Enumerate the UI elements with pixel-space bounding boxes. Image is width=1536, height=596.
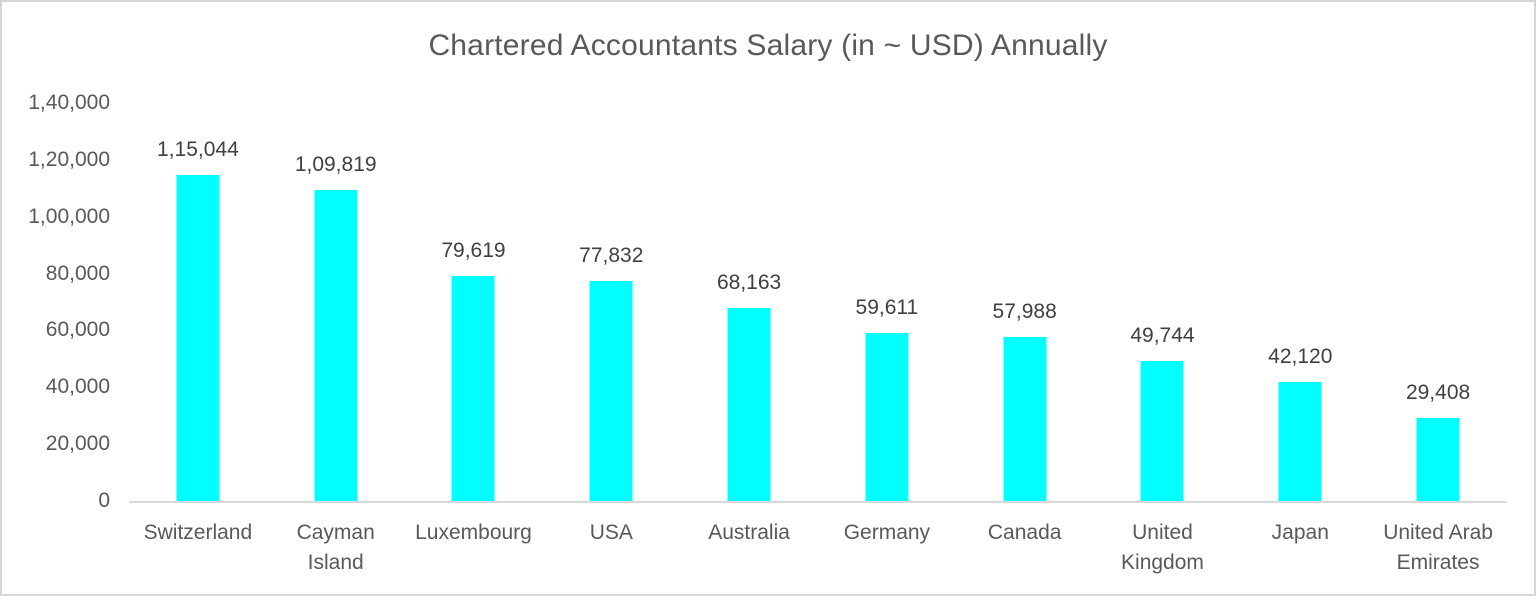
x-label-cell: Germany [818, 518, 956, 578]
bar [865, 333, 909, 502]
y-tick-label: 80,000 [45, 261, 110, 285]
plot-area: 1,15,044 1,09,819 79,619 77,832 68,163 59,611… [129, 104, 1507, 502]
bar-value-label: 79,619 [441, 239, 506, 262]
bar-value-label: 57,988 [992, 300, 1057, 323]
bar [176, 175, 220, 502]
x-category-label: Switzerland [143, 521, 253, 544]
bar-value-label: 1,09,819 [294, 153, 377, 176]
x-label-cell: United Arab Emirates [1369, 518, 1507, 578]
bar [451, 276, 495, 502]
bar-value-label: 77,832 [579, 244, 644, 267]
x-category-label: USA [589, 521, 633, 544]
y-tick-label: 1,40,000 [28, 91, 110, 114]
y-tick-label: 1,00,000 [28, 204, 110, 228]
x-label-cell: Switzerland [129, 518, 267, 578]
x-label-cell: United Kingdom [1094, 518, 1232, 578]
bar-column-canada: 57,988 [956, 104, 1094, 502]
y-tick-label: 60,000 [45, 318, 110, 342]
x-category-label: United Arab Emirates [1383, 521, 1493, 574]
bar-column-united-kingdom: 49,744 [1094, 104, 1232, 502]
bar-column-australia: 68,163 [680, 104, 818, 502]
x-category-label: Japan [1271, 521, 1329, 544]
bar-column-luxembourg: 79,619 [405, 104, 543, 502]
bar-column-cayman-island: 1,09,819 [267, 104, 405, 502]
x-axis-line [129, 501, 1507, 503]
x-category-label: Luxembourg [415, 521, 532, 544]
x-category-label: Canada [987, 521, 1062, 544]
y-tick-label: 20,000 [45, 432, 110, 456]
x-label-cell: Cayman Island [267, 518, 405, 578]
x-label-cell: Japan [1231, 518, 1369, 578]
bar [589, 281, 633, 502]
y-axis: 0 20,000 40,000 60,000 80,000 1,00,000 1,20,00… [2, 2, 110, 594]
x-category-label: United Kingdom [1121, 521, 1204, 574]
bar-value-label: 29,408 [1405, 381, 1471, 404]
x-label-cell: USA [542, 518, 680, 578]
bar-value-label: 68,163 [716, 271, 782, 294]
bar [314, 190, 358, 502]
x-category-label: Germany [843, 521, 931, 544]
bar-column-germany: 59,611 [818, 104, 956, 502]
x-label-cell: Luxembourg [405, 518, 543, 578]
bar [1416, 418, 1460, 502]
x-axis-labels: Switzerland Cayman Island Luxembourg USA Aus… [129, 518, 1507, 578]
bar [1278, 382, 1322, 502]
bar-value-label: 42,120 [1268, 345, 1333, 368]
bar-value-label: 1,15,044 [157, 138, 239, 161]
bar-column-switzerland: 1,15,044 [129, 104, 267, 502]
y-tick-label: 1,20,000 [28, 147, 110, 171]
bar-column-usa: 77,832 [542, 104, 680, 502]
bar [1140, 361, 1184, 502]
x-label-cell: Canada [956, 518, 1094, 578]
bar [727, 308, 771, 502]
x-category-label: Cayman Island [296, 521, 375, 574]
x-label-cell: Australia [680, 518, 818, 578]
chart-title: Chartered Accountants Salary (in ~ USD) … [428, 29, 1108, 62]
x-category-label: Australia [708, 521, 790, 544]
y-tick-label: 40,000 [45, 375, 110, 399]
y-tick-label: 0 [98, 489, 110, 512]
bar [1003, 337, 1047, 502]
bar-value-label: 59,611 [855, 296, 919, 319]
bar-column-japan: 42,120 [1231, 104, 1369, 502]
bar-value-label: 49,744 [1130, 324, 1195, 347]
bar-column-united-arab-emirates: 29,408 [1369, 104, 1507, 502]
